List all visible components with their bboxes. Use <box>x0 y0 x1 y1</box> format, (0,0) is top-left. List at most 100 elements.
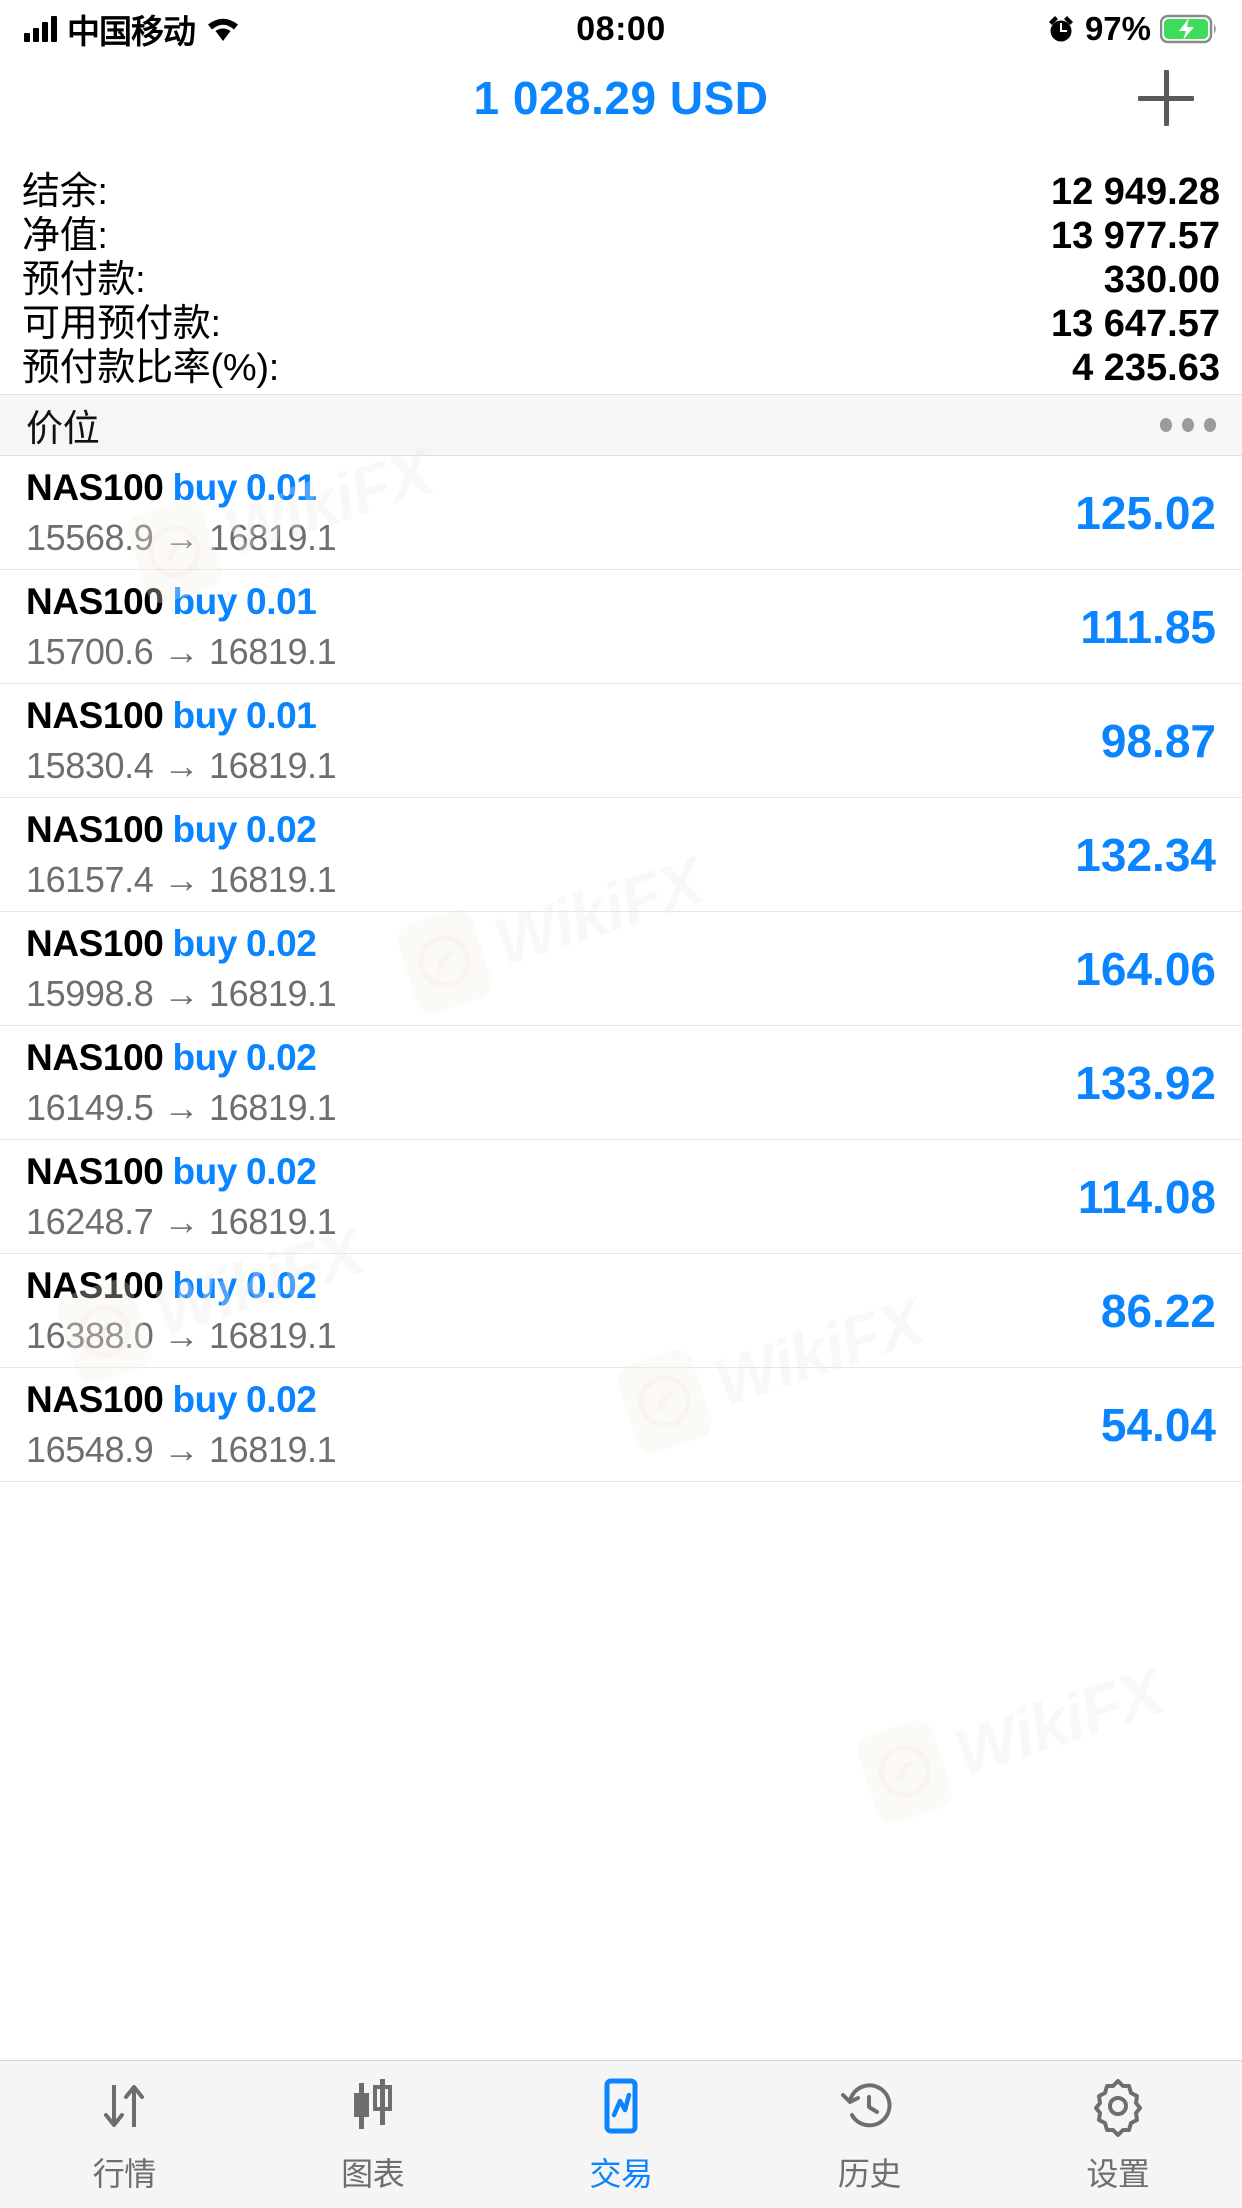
table-row[interactable]: NAS100 buy 0.01 15830.4 → 16819.1 98.87 <box>0 684 1242 798</box>
positions-section-header: 价位 <box>0 394 1242 456</box>
positions-list: NAS100 buy 0.01 15568.9 → 16819.1 125.02 NAS… <box>0 456 1242 1482</box>
position-side: buy <box>172 466 238 508</box>
status-bar-right: 97% <box>1046 10 1218 48</box>
arrow-right-icon: → <box>163 972 199 1014</box>
signal-bars-icon <box>24 16 57 42</box>
table-row[interactable]: NAS100 buy 0.01 15700.6 → 16819.1 111.85 <box>0 570 1242 684</box>
position-current-price: 16819.1 <box>208 1086 337 1128</box>
table-row[interactable]: NAS100 buy 0.01 15568.9 → 16819.1 125.02 <box>0 456 1242 570</box>
arrow-right-icon: → <box>163 858 199 900</box>
position-prices: 15830.4 → 16819.1 <box>26 744 337 787</box>
position-info: NAS100 buy 0.02 16248.7 → 16819.1 <box>26 1151 337 1243</box>
wifi-icon <box>205 15 241 43</box>
bottom-tab-bar: 行情 图表 交易 <box>0 2060 1242 2208</box>
position-volume: 0.01 <box>246 580 317 622</box>
position-title: NAS100 buy 0.02 <box>26 1265 336 1307</box>
tab-quotes[interactable]: 行情 <box>0 2061 248 2208</box>
table-row[interactable]: NAS100 buy 0.02 16248.7 → 16819.1 114.08 <box>0 1140 1242 1254</box>
alarm-clock-icon <box>1046 14 1076 44</box>
position-prices: 15998.8 → 16819.1 <box>26 972 337 1015</box>
position-volume: 0.02 <box>246 1036 317 1078</box>
position-profit: 114.08 <box>1077 1170 1216 1223</box>
position-prices: 16149.5 → 16819.1 <box>26 1086 337 1129</box>
position-info: NAS100 buy 0.01 15830.4 → 16819.1 <box>26 695 337 787</box>
position-symbol: NAS100 <box>26 466 164 508</box>
more-horizontal-icon[interactable] <box>1160 418 1216 432</box>
arrow-right-icon: → <box>163 1314 199 1356</box>
position-prices: 16248.7 → 16819.1 <box>26 1200 337 1243</box>
tab-label: 历史 <box>837 2155 902 2192</box>
position-volume: 0.02 <box>246 1150 317 1192</box>
table-row[interactable]: NAS100 buy 0.02 15998.8 → 16819.1 164.06 <box>0 912 1242 1026</box>
position-symbol: NAS100 <box>26 808 164 850</box>
position-profit: 164.06 <box>1075 942 1216 995</box>
position-profit: 98.87 <box>1100 714 1216 767</box>
summary-label: 预付款比率(%): <box>22 347 279 389</box>
total-profit-value: 1 028.29 USD <box>473 72 769 124</box>
history-clock-icon <box>838 2075 900 2137</box>
summary-label: 预付款: <box>22 259 146 301</box>
carrier-label: 中国移动 <box>67 13 196 50</box>
position-title: NAS100 buy 0.02 <box>26 1379 336 1421</box>
watermark: WikiFX <box>853 1645 1174 1828</box>
position-side: buy <box>172 922 238 964</box>
position-current-price: 16819.1 <box>208 1428 337 1470</box>
tab-label: 图表 <box>341 2155 405 2192</box>
add-order-button[interactable] <box>1138 70 1194 126</box>
position-volume: 0.02 <box>246 922 317 964</box>
arrow-right-icon: → <box>163 1086 199 1128</box>
position-prices: 15568.9 → 16819.1 <box>26 517 337 559</box>
position-volume: 0.01 <box>246 466 317 508</box>
table-row[interactable]: NAS100 buy 0.02 16149.5 → 16819.1 133.92 <box>0 1026 1242 1140</box>
position-current-price: 16819.1 <box>208 744 337 786</box>
battery-charging-icon <box>1160 14 1218 44</box>
position-volume: 0.01 <box>246 694 317 736</box>
summary-label: 可用预付款: <box>22 303 221 345</box>
position-symbol: NAS100 <box>26 922 164 964</box>
watermark-text: WikiFX <box>945 1653 1172 1790</box>
position-open-price: 15830.4 <box>26 744 154 786</box>
position-open-price: 16548.9 <box>26 1428 154 1470</box>
arrow-right-icon: → <box>163 744 199 786</box>
tab-history[interactable]: 历史 <box>745 2061 993 2208</box>
position-open-price: 15998.8 <box>26 972 154 1014</box>
table-row[interactable]: NAS100 buy 0.02 16388.0 → 16819.1 86.22 <box>0 1254 1242 1368</box>
gear-icon <box>1087 2075 1149 2137</box>
position-symbol: NAS100 <box>26 694 164 736</box>
position-prices: 16388.0 → 16819.1 <box>26 1314 337 1357</box>
status-bar-left: 中国移动 <box>24 5 241 53</box>
tab-settings[interactable]: 设置 <box>994 2061 1242 2208</box>
tab-charts[interactable]: 图表 <box>248 2061 496 2208</box>
table-row[interactable]: NAS100 buy 0.02 16157.4 → 16819.1 132.34 <box>0 798 1242 912</box>
summary-label: 净值: <box>22 215 108 257</box>
position-info: NAS100 buy 0.01 15700.6 → 16819.1 <box>26 581 337 673</box>
position-title: NAS100 buy 0.02 <box>26 1151 336 1193</box>
summary-row-margin-level: 预付款比率(%): 4 235.63 <box>22 336 1220 389</box>
tab-trade[interactable]: 交易 <box>497 2061 745 2208</box>
position-side: buy <box>172 694 238 736</box>
position-profit: 86.22 <box>1100 1284 1216 1337</box>
summary-row-equity: 净值: 13 977.57 <box>22 204 1220 257</box>
position-current-price: 16819.1 <box>208 858 337 900</box>
account-header: 1 028.29 USD <box>0 58 1242 138</box>
position-info: NAS100 buy 0.01 15568.9 → 16819.1 <box>26 467 337 559</box>
position-title: NAS100 buy 0.02 <box>26 1037 336 1079</box>
summary-label: 结余: <box>22 171 108 213</box>
position-current-price: 16819.1 <box>208 1314 337 1356</box>
position-title: NAS100 buy 0.01 <box>26 695 336 737</box>
position-title: NAS100 buy 0.01 <box>26 467 336 509</box>
position-open-price: 16248.7 <box>26 1200 154 1242</box>
position-title: NAS100 buy 0.02 <box>26 809 336 851</box>
table-row[interactable]: NAS100 buy 0.02 16548.9 → 16819.1 54.04 <box>0 1368 1242 1482</box>
position-profit: 125.02 <box>1075 486 1216 539</box>
summary-value: 12 949.28 <box>1050 171 1220 213</box>
position-info: NAS100 buy 0.02 16157.4 → 16819.1 <box>26 809 337 901</box>
wikifx-logo-icon <box>853 1715 956 1828</box>
summary-row-free-margin: 可用预付款: 13 647.57 <box>22 292 1220 345</box>
tab-label: 交易 <box>589 2155 654 2192</box>
position-title: NAS100 buy 0.01 <box>26 581 336 623</box>
position-current-price: 16819.1 <box>208 1200 337 1242</box>
summary-value: 330.00 <box>1103 259 1220 301</box>
position-profit: 111.85 <box>1080 600 1216 653</box>
tab-label: 设置 <box>1086 2155 1150 2192</box>
